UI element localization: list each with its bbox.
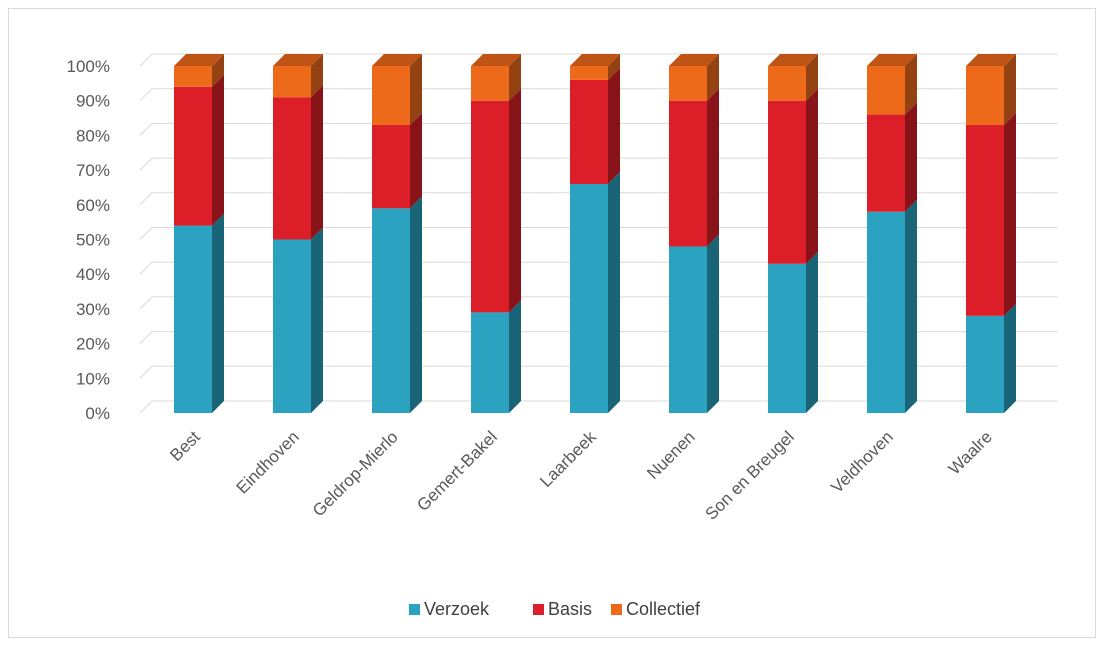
bar-segment-basis [768, 88, 818, 264]
legend-item-collectief: Collectief [611, 599, 701, 619]
y-tick-label: 40% [76, 265, 110, 284]
gridline [139, 53, 1058, 67]
bar-segment-basis [867, 102, 917, 212]
bar-segment-verzoek [372, 196, 422, 413]
y-tick-label: 20% [76, 335, 110, 354]
gridline [139, 331, 1058, 344]
gridline [139, 88, 1058, 102]
x-tick-label: Geldrop-Mierlo [309, 427, 402, 520]
y-tick-label: 90% [76, 92, 110, 111]
gridline [139, 261, 1058, 275]
legend-item-verzoek: Verzoek [409, 599, 490, 619]
bar-segment-verzoek [669, 234, 719, 413]
bar-segment-verzoek [768, 251, 818, 413]
y-tick-label: 10% [76, 369, 110, 388]
bar-segment-collectief [471, 54, 521, 101]
bar-segment-collectief [372, 54, 422, 125]
bar-segment-collectief [273, 54, 323, 98]
legend-swatch [533, 604, 544, 615]
y-tick-label: 30% [76, 300, 110, 319]
gridlines [139, 53, 1058, 414]
y-tick-label: 100% [67, 57, 110, 76]
legend-swatch [409, 604, 420, 615]
bar-segment-collectief [174, 54, 224, 87]
bar-segment-basis [669, 88, 719, 247]
gridline [139, 365, 1058, 379]
y-tick-label: 80% [76, 126, 110, 145]
y-tick-label: 0% [85, 404, 110, 423]
bar-segment-verzoek [174, 213, 224, 413]
gridline [139, 227, 1058, 240]
bar-segment-collectief [966, 54, 1016, 125]
gridline [139, 400, 1058, 414]
x-tick-label: Eindhoven [233, 427, 303, 497]
bar-segment-verzoek [471, 300, 521, 413]
legend-label: Basis [548, 599, 592, 619]
bar-segment-verzoek [867, 199, 917, 413]
bars [174, 54, 1016, 413]
bar-segment-basis [966, 112, 1016, 316]
y-tick-label: 50% [76, 231, 110, 250]
gridline [139, 296, 1058, 310]
y-tick-label: 60% [76, 196, 110, 215]
bar-segment-collectief [570, 54, 620, 80]
legend: Verzoek Basis Collectief [409, 599, 701, 619]
bar-segment-collectief [768, 54, 818, 101]
gridline [139, 192, 1058, 206]
legend-label: Verzoek [424, 599, 490, 619]
legend-swatch [611, 604, 622, 615]
bar-segment-basis [174, 74, 224, 226]
bar-segment-verzoek [273, 227, 323, 413]
x-tick-label: Best [166, 427, 204, 465]
bar-segment-collectief [867, 54, 917, 115]
bar-segment-basis [273, 85, 323, 240]
y-axis: 0% 10% 20% 30% 40% 50% 60% 70% 80% 90% 100% [67, 57, 110, 423]
bar-segment-basis [372, 112, 422, 209]
x-tick-label: Gemert-Bakel [413, 427, 501, 515]
x-tick-label: Waalre [945, 427, 996, 478]
bar-segment-collectief [669, 54, 719, 101]
x-tick-label: Nuenen [643, 427, 699, 483]
x-tick-label: Veldhoven [827, 427, 897, 497]
bar-segment-basis [570, 67, 620, 184]
y-tick-label: 70% [76, 161, 110, 180]
x-tick-label: Son en Breugel [702, 427, 798, 523]
gridline [139, 122, 1058, 136]
gridline [139, 157, 1058, 171]
bar-segment-basis [471, 88, 521, 313]
x-axis: Best Eindhoven Geldrop-Mierlo Gemert-Bakel L… [166, 427, 995, 524]
legend-label: Collectief [626, 599, 701, 619]
bar-segment-verzoek [966, 303, 1016, 413]
legend-item-basis: Basis [533, 599, 592, 619]
bar-segment-verzoek [570, 171, 620, 413]
x-tick-label: Laarbeek [536, 427, 600, 491]
